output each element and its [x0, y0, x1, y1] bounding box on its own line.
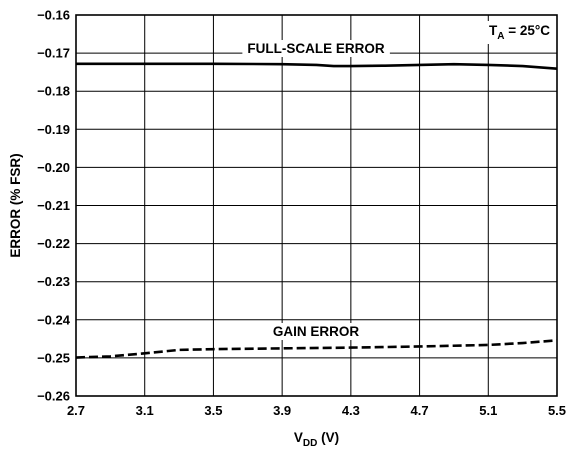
x-tick-label: 4.7: [411, 403, 429, 418]
y-tick-label: −0.20: [37, 160, 70, 175]
plot-frame: [75, 14, 558, 397]
x-tick-label: 5.1: [479, 403, 497, 418]
x-tick-label: 2.7: [67, 403, 85, 418]
y-tick-label: −0.25: [37, 350, 70, 365]
y-tick-label: −0.23: [37, 274, 70, 289]
full-scale-error-label-background: [242, 40, 390, 57]
x-axis-title-main: V: [294, 430, 303, 445]
condition-label-background: [482, 21, 557, 44]
y-tick-label: −0.17: [37, 46, 70, 61]
condition-label: TA = 25°C: [489, 23, 550, 42]
y-tick-label: −0.26: [37, 389, 70, 404]
y-tick-label: −0.18: [37, 84, 70, 99]
y-tick-label: −0.16: [37, 8, 70, 23]
gain-error-line: [75, 339, 558, 359]
gain-error-label-background: [267, 323, 365, 340]
x-axis-title-sub: DD: [303, 438, 317, 449]
x-tick-label: 3.1: [136, 403, 154, 418]
grid: [75, 14, 558, 397]
y-tick-label: −0.24: [37, 312, 71, 327]
y-tick-label: −0.19: [37, 122, 70, 137]
y-axis-title: ERROR (% FSR): [8, 153, 23, 257]
condition-sub: A: [497, 31, 504, 42]
x-tick-label: 3.5: [204, 403, 222, 418]
condition-main: T: [489, 23, 498, 38]
series-layer: [75, 62, 558, 359]
condition-value: = 25°C: [504, 23, 550, 38]
x-axis-title: VDD (V): [294, 430, 339, 449]
full-scale-error-label: FULL-SCALE ERROR: [247, 41, 384, 56]
full-scale-error-line: [76, 62, 558, 71]
x-tick-label: 5.5: [548, 403, 566, 418]
gain-error-label: GAIN ERROR: [273, 324, 360, 339]
x-tick-label: 3.9: [273, 403, 291, 418]
y-tick-label: −0.21: [37, 198, 70, 213]
x-tick-label: 4.3: [342, 403, 360, 418]
y-tick-label: −0.22: [37, 236, 70, 251]
labels-layer: 2.7 3.1 3.5 3.9 4.3 4.7 5.1 5.5 −0.16 −0.17 −0.18 −…: [8, 8, 566, 450]
x-axis-title-unit: (V): [317, 430, 339, 445]
